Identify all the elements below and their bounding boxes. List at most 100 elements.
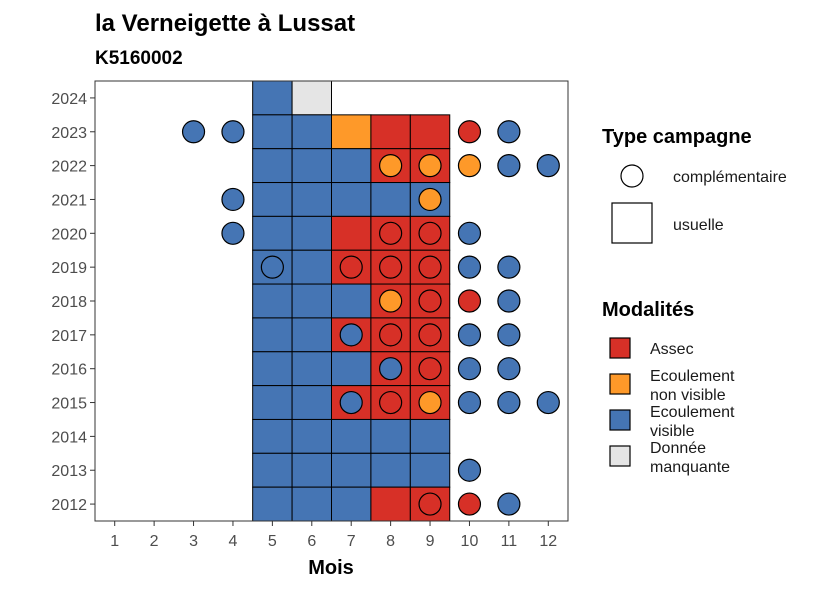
tile-2016-6 (291, 351, 333, 387)
y-tick-label: 2023 (51, 125, 87, 142)
tile-2024-6 (291, 80, 333, 116)
x-tick-label: 6 (307, 533, 316, 550)
y-tick-label: 2017 (51, 328, 87, 345)
point-2020-9 (418, 221, 442, 245)
y-tick-label: 2013 (51, 463, 87, 480)
legend-modalite-label: Ecoulement (650, 404, 735, 421)
y-tick-label: 2012 (51, 497, 87, 514)
point-2018-11 (497, 289, 521, 313)
point-2023-11 (497, 120, 521, 144)
legend-modalite-label: non visible (650, 387, 726, 404)
tile-2013-7 (331, 452, 372, 488)
legend-modalite-label: visible (650, 423, 695, 440)
tile-2021-8 (370, 182, 411, 217)
x-tick-label: 5 (268, 533, 277, 550)
point-2012-9 (418, 492, 442, 516)
legend-modalite-label: Assec (650, 341, 694, 358)
point-2019-11 (497, 255, 521, 279)
tile-2022-6 (291, 148, 333, 184)
point-2015-8 (379, 390, 403, 415)
tile-2013-8 (370, 452, 411, 488)
y-tick-label: 2015 (51, 396, 87, 413)
point-2016-11 (497, 357, 521, 381)
point-2018-10 (457, 289, 482, 313)
point-2020-10 (457, 221, 482, 245)
point-2023-3 (181, 120, 206, 144)
tile-2023-7 (331, 114, 372, 150)
tile-2024-5 (252, 80, 293, 116)
point-2022-11 (497, 154, 521, 178)
x-tick-label: 9 (426, 533, 435, 550)
tile-2012-8 (370, 486, 411, 522)
tile-2023-6 (291, 114, 333, 150)
tile-2015-5 (252, 385, 293, 420)
point-2017-9 (418, 323, 442, 347)
legend-swatch-assec (609, 337, 631, 359)
point-2018-8 (379, 289, 403, 313)
legend-modalites-title: Modalités (602, 299, 694, 321)
tile-2020-5 (252, 215, 293, 251)
point-2017-7 (339, 323, 363, 347)
point-2016-9 (418, 357, 442, 381)
legend-circle-key (620, 164, 644, 188)
y-tick-label: 2022 (51, 159, 87, 176)
tile-2019-6 (291, 249, 333, 285)
legend-swatch-donnee_manquante (609, 445, 631, 467)
point-2023-10 (457, 120, 482, 144)
tile-2012-5 (252, 486, 293, 522)
legend-type-label: complémentaire (673, 169, 787, 186)
point-2013-10 (457, 458, 482, 482)
point-2015-12 (536, 390, 560, 415)
tile-2021-7 (331, 182, 372, 217)
x-tick-label: 11 (501, 533, 518, 550)
point-2019-5 (260, 255, 284, 279)
x-tick-label: 7 (347, 533, 356, 550)
point-2017-11 (497, 323, 521, 347)
chart-subtitle: K5160002 (95, 48, 183, 69)
legend-swatch-ecoulement_visible (609, 409, 631, 431)
y-tick-label: 2020 (51, 226, 87, 243)
point-2022-8 (379, 154, 403, 178)
tile-2023-5 (252, 114, 293, 150)
tile-2021-6 (291, 182, 333, 217)
point-2017-10 (457, 323, 482, 347)
tile-2018-6 (291, 283, 333, 319)
point-2019-8 (379, 255, 403, 279)
tile-2014-5 (252, 418, 293, 454)
point-2023-4 (221, 120, 245, 144)
point-2022-12 (536, 154, 560, 178)
point-2016-8 (379, 357, 403, 381)
tile-2014-6 (291, 418, 333, 454)
legend-type-label: usuelle (673, 217, 724, 234)
point-2015-9 (418, 390, 442, 415)
tile-2012-6 (291, 486, 333, 522)
tile-2018-7 (331, 283, 372, 319)
tile-2014-9 (409, 418, 451, 454)
y-tick-label: 2016 (51, 362, 87, 379)
point-2022-9 (418, 154, 442, 178)
point-2019-10 (457, 255, 482, 279)
legend-modalite-label: Donnée (650, 440, 706, 457)
chart-title: la Verneigette à Lussat (95, 10, 355, 37)
tile-2023-9 (409, 114, 451, 150)
y-tick-label: 2021 (51, 192, 87, 209)
tile-2015-6 (291, 385, 333, 420)
x-tick-label: 3 (189, 533, 198, 550)
legend-modalite-label: manquante (650, 459, 730, 476)
tile-2013-5 (252, 452, 293, 488)
tile-2020-6 (291, 215, 333, 251)
tile-2013-6 (291, 452, 333, 488)
x-tick-label: 4 (229, 533, 238, 550)
point-2018-9 (418, 289, 442, 313)
y-tick-label: 2014 (51, 429, 87, 446)
x-axis-title: Mois (308, 557, 354, 579)
legend-modalite-label: Ecoulement (650, 368, 735, 385)
x-tick-label: 2 (150, 533, 159, 550)
tile-2013-9 (409, 452, 451, 488)
point-2012-10 (457, 492, 482, 516)
x-tick-label: 8 (386, 533, 395, 550)
legend-swatch-ecoulement_non_visible (609, 373, 631, 395)
legend-type-title: Type campagne (602, 126, 752, 148)
point-2015-10 (457, 390, 482, 415)
y-tick-label: 2018 (51, 294, 87, 311)
